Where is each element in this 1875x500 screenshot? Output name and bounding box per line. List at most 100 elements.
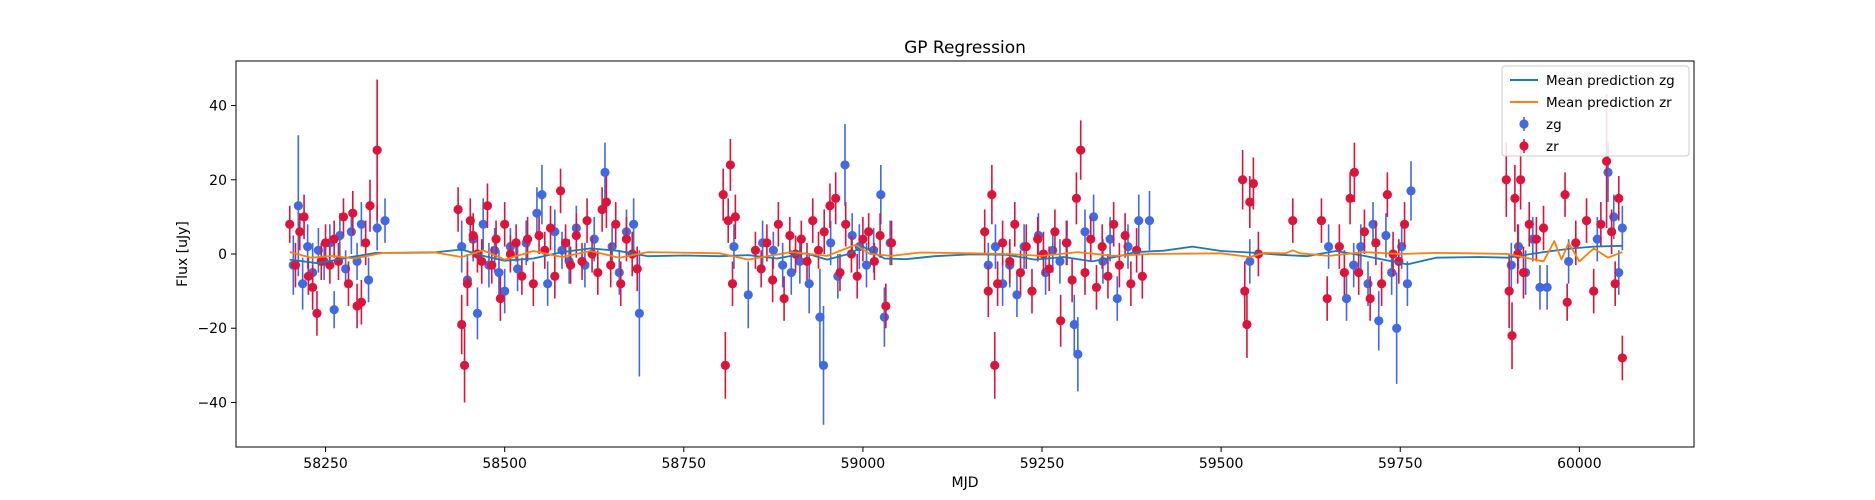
zg-point xyxy=(1073,349,1083,359)
zr-point xyxy=(338,212,349,222)
zg-point xyxy=(1374,316,1384,326)
zr-point xyxy=(819,227,829,237)
zr-point xyxy=(1067,275,1077,285)
zr-point xyxy=(1103,271,1113,281)
zr-point xyxy=(477,256,487,267)
zr-point xyxy=(727,279,738,289)
zr-point xyxy=(1531,234,1541,244)
zr-point xyxy=(1322,293,1332,304)
zr-point xyxy=(980,227,990,237)
zr-point xyxy=(593,267,603,278)
zr-point xyxy=(802,256,812,267)
zg-point xyxy=(876,190,886,200)
zg-point xyxy=(303,241,313,252)
zr-point xyxy=(1091,282,1102,293)
zg-point xyxy=(607,241,617,252)
zr-point xyxy=(1365,293,1375,304)
zr-point xyxy=(468,230,478,241)
zr-point xyxy=(621,234,632,244)
zr-point xyxy=(523,234,533,244)
zg-point xyxy=(298,279,308,289)
x-tick-label: 58750 xyxy=(662,456,707,472)
zg-point xyxy=(729,241,739,252)
zg-point xyxy=(1134,215,1144,226)
x-tick-label: 60000 xyxy=(1557,456,1602,472)
zg-point xyxy=(990,241,1001,252)
zr-point xyxy=(329,234,339,244)
zr-point xyxy=(320,238,331,248)
zg-point xyxy=(879,312,889,322)
zr-point xyxy=(1114,260,1124,270)
zr-point xyxy=(1562,297,1572,307)
zg-point xyxy=(786,267,796,278)
zg-point xyxy=(1392,323,1402,333)
zr-point xyxy=(1382,190,1392,200)
zg-point xyxy=(472,308,483,318)
zr-point xyxy=(723,215,733,226)
zg-point xyxy=(1603,167,1613,177)
zg-point xyxy=(778,260,788,270)
zr-point xyxy=(1614,193,1624,203)
zg-point xyxy=(743,290,753,300)
zr-point xyxy=(1524,219,1534,229)
y-tick-label: 0 xyxy=(218,247,227,263)
x-tick-label: 59250 xyxy=(1020,456,1065,472)
zr-point xyxy=(601,197,612,207)
zr-point xyxy=(835,267,845,278)
zr-point xyxy=(632,264,642,274)
zr-point xyxy=(606,260,616,270)
zg-point xyxy=(1406,186,1416,196)
zr-point xyxy=(611,219,621,229)
zg-point xyxy=(363,275,374,285)
zr-point xyxy=(852,271,862,281)
plot-data-layer xyxy=(285,79,1627,425)
zr-point xyxy=(487,260,497,270)
zr-point xyxy=(875,230,885,241)
zg-point xyxy=(847,230,857,241)
y-tick-label: −40 xyxy=(197,395,227,411)
zr-point xyxy=(1516,175,1526,185)
legend-swatch-zg xyxy=(1519,119,1529,129)
zr-point xyxy=(779,293,789,304)
zr-point xyxy=(813,245,824,255)
x-tick-label: 59500 xyxy=(1199,456,1244,472)
zr-point xyxy=(1501,175,1511,185)
zg-point xyxy=(537,190,547,200)
zr-point xyxy=(1038,249,1049,259)
zr-point xyxy=(482,201,493,211)
zr-point xyxy=(720,360,730,370)
zr-point xyxy=(1610,279,1620,289)
zg-point xyxy=(1387,267,1397,278)
legend-box xyxy=(1501,65,1690,157)
zg-point xyxy=(1542,282,1552,293)
zr-point xyxy=(1238,175,1248,185)
zr-point xyxy=(528,279,538,289)
zg-point xyxy=(795,256,805,267)
zr-point xyxy=(864,227,874,237)
zr-point xyxy=(992,279,1003,289)
legend-swatch-zr xyxy=(1519,141,1529,151)
zg-point xyxy=(1356,241,1366,252)
zg-point xyxy=(1535,282,1545,293)
x-axis: 58250 58500 58750 59000 59250 59500 59750 60000 xyxy=(303,447,1602,472)
zr-point xyxy=(1076,145,1086,155)
zr-point xyxy=(348,208,358,218)
zr-point xyxy=(295,227,305,237)
zr-point xyxy=(983,286,993,296)
zg-point xyxy=(589,234,599,244)
zg-point xyxy=(372,223,382,233)
zg-point xyxy=(346,227,356,237)
zg-point xyxy=(1363,279,1373,289)
zg-point xyxy=(1069,319,1079,330)
zr-point xyxy=(1242,319,1252,330)
zr-point xyxy=(1248,178,1258,189)
zg-point xyxy=(1245,256,1255,267)
zr-point xyxy=(1061,238,1071,248)
mean-prediction-zr-line xyxy=(289,240,1623,263)
zr-point xyxy=(1339,267,1349,278)
x-tick-label: 59000 xyxy=(841,456,886,472)
zr-point xyxy=(1015,267,1026,278)
zr-errorbar-series xyxy=(285,79,1627,403)
zr-point xyxy=(550,271,560,281)
